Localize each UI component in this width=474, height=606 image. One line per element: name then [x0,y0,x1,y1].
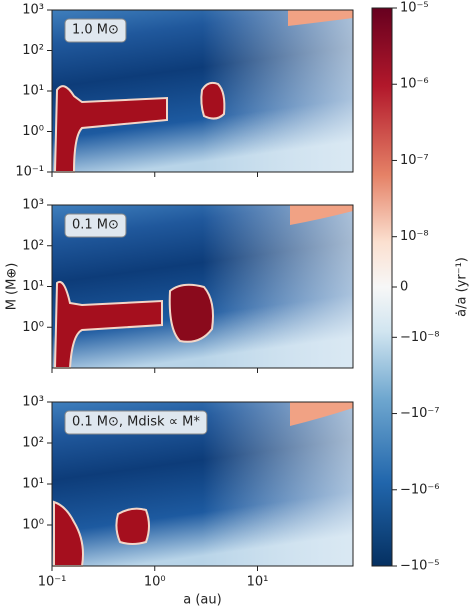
panel-label-box [64,18,127,43]
y-tick-label: 10¹ [22,477,44,492]
y-tick-label: 10² [22,238,44,253]
y-tick-label: 10⁰ [22,518,44,533]
x-tick-label: 10⁻¹ [38,575,67,590]
colorbar-tick-label: −10⁻⁶ [400,482,440,497]
colorbar-tick-label: 10⁻⁵ [400,1,429,16]
y-tick-label: 10² [22,43,44,58]
colorbar-tick-label: −10⁻⁷ [400,406,440,421]
x-axis-label: a (au) [183,593,221,606]
colorbar-tick-label: −10⁻⁵ [400,559,440,574]
panel-label-box [64,410,208,435]
y-tick-label: 10¹ [22,279,44,294]
panel-label: 0.1 M⊙, Mdisk ∝ M* [72,415,200,430]
y-tick-label: 10⁰ [22,124,44,139]
colorbar-tick-label: 0 [400,280,408,295]
y-tick-label: 10⁻¹ [15,165,44,180]
y-tick-label: 10¹ [22,84,44,99]
y-tick-label: 10³ [22,395,44,410]
y-tick-label: 10³ [22,3,44,18]
y-tick-label: 10² [22,436,44,451]
x-tick-label: 10¹ [247,575,269,590]
panel-label: 1.0 M⊙ [72,23,119,38]
panel-label-box [64,213,127,238]
colorbar-label: ȧ/a (yr⁻¹) [455,257,470,317]
colorbar [372,8,392,566]
x-tick-label: 10⁰ [144,575,166,590]
colorbar-tick-label: 10⁻⁸ [400,229,429,244]
panel-label: 0.1 M⊙ [72,218,119,233]
colorbar-tick-label: 10⁻⁷ [400,153,429,168]
colorbar-tick-label: −10⁻⁸ [400,330,440,345]
y-tick-label: 10³ [22,198,44,213]
y-tick-label: 10⁰ [22,320,44,335]
colorbar-tick-label: 10⁻⁶ [400,77,429,92]
y-axis-label: M (M⊕) [5,263,20,311]
